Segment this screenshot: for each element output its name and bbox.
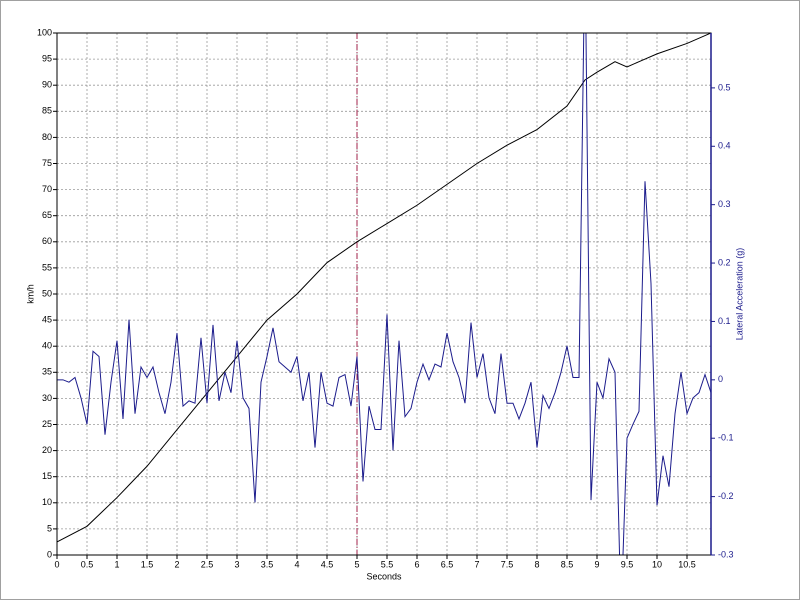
y2-tick-label: 0.4	[718, 141, 731, 151]
x-tick-label: 4.5	[321, 559, 334, 569]
x-tick-label: 1.5	[141, 559, 154, 569]
y-tick-label: 40	[42, 341, 52, 351]
y-tick-label: 10	[42, 497, 52, 507]
x-tick-label: 2	[174, 559, 179, 569]
y2-tick-label: 0.1	[718, 316, 731, 326]
x-tick-label: 8	[534, 559, 539, 569]
x-tick-label: 6	[414, 559, 419, 569]
series-line	[57, 33, 711, 555]
axes: 0 0.5 1 1.5 2 2.5 3 3.5 4 4.5 5 5.5 6 6.5 7 7.5 8 8.5 9 9.5…	[37, 27, 712, 569]
x-tick-label: 3.5	[261, 559, 274, 569]
y-tick-label: 25	[42, 419, 52, 429]
y2-tick-label: -0.3	[718, 549, 734, 559]
x-tick-label: 5	[354, 559, 359, 569]
x-tick-label: 2.5	[201, 559, 214, 569]
y2-axis-label: Lateral Acceleration (g)	[734, 248, 744, 341]
y-tick-label: 35	[42, 367, 52, 377]
y-tick-label: 45	[42, 314, 52, 324]
y-tick-label: 55	[42, 262, 52, 272]
y-tick-label: 95	[42, 53, 52, 63]
y-axis-label: km/h	[25, 284, 35, 304]
x-tick-label: 8.5	[561, 559, 574, 569]
x-tick-label: 6.5	[441, 559, 454, 569]
y2-tick-label: 0.5	[718, 82, 731, 92]
y-tick-label: 90	[42, 80, 52, 90]
x-tick-label: 7	[474, 559, 479, 569]
x-axis-label: Seconds	[366, 571, 402, 581]
plot-lines	[57, 33, 711, 555]
series-line	[57, 33, 711, 543]
x-tick-label: 9.5	[621, 559, 634, 569]
x-tick-label: 10	[652, 559, 662, 569]
y2-tick-label: 0	[718, 374, 723, 384]
right-axis: -0.3 -0.2 -0.1 0 0.1 0.2 0.3 0.4 0.5	[710, 33, 734, 559]
y-tick-label: 85	[42, 106, 52, 116]
y2-tick-label: 0.3	[718, 199, 731, 209]
plot-area	[57, 33, 711, 555]
y-tick-label: 65	[42, 210, 52, 220]
y-tick-label: 80	[42, 132, 52, 142]
y-tick-label: 20	[42, 445, 52, 455]
y-tick-label: 30	[42, 393, 52, 403]
y-tick-label: 60	[42, 236, 52, 246]
y-tick-label: 75	[42, 158, 52, 168]
x-tick-label: 4	[294, 559, 299, 569]
y-tick-label: 50	[42, 288, 52, 298]
y2-tick-label: 0.2	[718, 257, 731, 267]
y2-tick-label: -0.1	[718, 433, 734, 443]
x-tick-label: 3	[234, 559, 239, 569]
x-tick-label: 9	[594, 559, 599, 569]
grid	[56, 32, 711, 556]
y-tick-label: 70	[42, 184, 52, 194]
x-tick-label: 0.5	[81, 559, 94, 569]
y-tick-label: 5	[47, 523, 52, 533]
x-tick-label: 5.5	[381, 559, 394, 569]
y-tick-label: 100	[37, 27, 52, 37]
y-tick-label: 15	[42, 471, 52, 481]
x-tick-label: 0	[54, 559, 59, 569]
y-tick-label: 0	[47, 549, 52, 559]
y2-tick-label: -0.2	[718, 491, 734, 501]
x-tick-label: 10.5	[678, 559, 696, 569]
x-tick-label: 7.5	[501, 559, 514, 569]
x-tick-label: 1	[114, 559, 119, 569]
